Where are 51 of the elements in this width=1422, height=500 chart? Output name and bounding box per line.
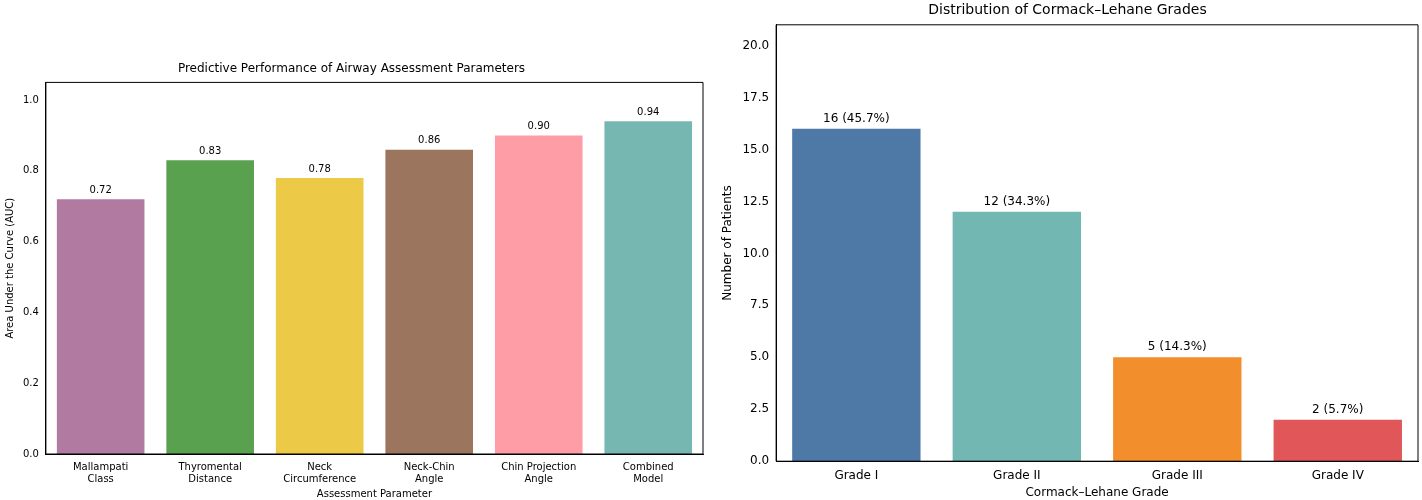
y-tick-label: 1.0 [23, 93, 39, 105]
data-label: 0.90 [527, 120, 550, 132]
y-tick-label: 0.6 [23, 235, 39, 247]
x-tick-label: Mallampati Class [72, 460, 129, 484]
bar [56, 199, 145, 454]
data-label: 16 (45.7%) [823, 110, 890, 125]
x-tick-label: Grade II [993, 467, 1041, 482]
bar [792, 128, 921, 462]
data-label: 5 (14.3%) [1147, 339, 1207, 354]
y-tick-label: 20.0 [742, 37, 770, 52]
y-tick-label: 12.5 [742, 193, 770, 208]
x-tick-label: Neck Circumference [283, 460, 357, 484]
y-tick-label: 2.5 [750, 401, 770, 416]
y-tick-label: 0.4 [23, 306, 39, 318]
x-tick-label: Grade I [834, 467, 879, 482]
data-label: 0.72 [89, 183, 112, 195]
chart-title: Distribution of Cormack–Lehane Grades [928, 1, 1207, 18]
x-axis-title: Assessment Parameter [316, 487, 433, 499]
bar [385, 149, 474, 454]
data-label: 12 (34.3%) [983, 193, 1051, 208]
y-tick-label: 15.0 [742, 141, 770, 156]
bar [166, 160, 254, 454]
y-axis-title: Number of Patients [720, 185, 735, 301]
x-tick-label: Thyromental Distance [177, 460, 242, 484]
data-label: 0.86 [418, 134, 441, 146]
x-tick-label: Neck-Chin Angle [403, 460, 455, 484]
x-tick-label: Chin Projection Angle [501, 460, 577, 484]
bar [275, 177, 364, 454]
bar [494, 135, 583, 454]
y-tick-label: 0.0 [750, 453, 770, 468]
y-tick-label: 0.8 [23, 164, 39, 176]
bar [1113, 357, 1242, 462]
y-tick-label: 10.0 [742, 245, 770, 260]
y-tick-label: 0.0 [23, 447, 39, 459]
y-axis-title: Area Under the Curve (AUC) [3, 197, 15, 339]
x-tick-label: Combined Model [622, 460, 674, 484]
y-tick-label: 17.5 [742, 89, 770, 104]
chart-title: Predictive Performance of Airway Assessment Parameters [177, 61, 526, 76]
x-tick-label: Grade III [1151, 467, 1203, 482]
y-tick-label: 5.0 [750, 349, 770, 364]
data-label: 0.78 [308, 162, 331, 174]
x-axis-title: Cormack–Lehane Grade [1025, 484, 1169, 499]
bar [1273, 419, 1402, 462]
data-label: 0.83 [199, 144, 222, 156]
y-tick-label: 7.5 [750, 297, 770, 312]
bar [604, 121, 693, 454]
bar [952, 211, 1082, 462]
data-label: 2 (5.7%) [1312, 401, 1364, 416]
data-label: 0.94 [637, 105, 660, 117]
x-tick-label: Grade IV [1311, 467, 1365, 482]
y-tick-label: 0.2 [23, 376, 39, 388]
